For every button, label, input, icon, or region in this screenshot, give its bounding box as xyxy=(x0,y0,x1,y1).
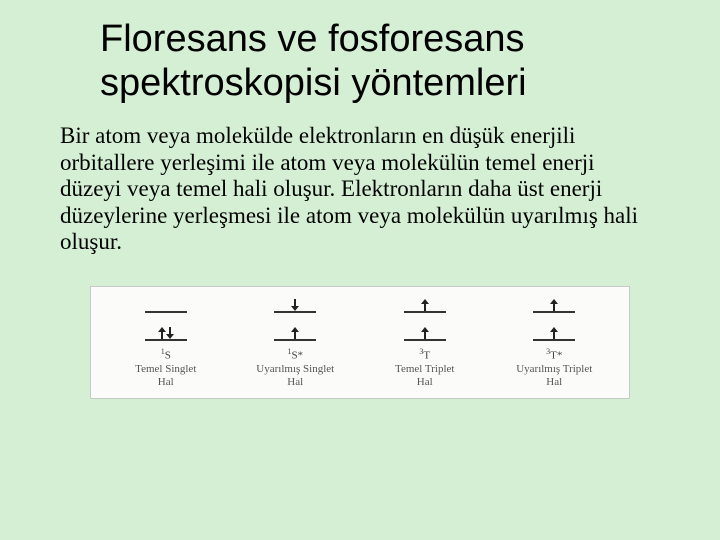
lower-orbital xyxy=(274,327,316,341)
upper-orbital xyxy=(404,299,446,313)
state-column-2: 3TTemel TripletHal xyxy=(360,299,490,390)
state-label: Temel TripletHal xyxy=(395,363,454,389)
upper-orbital xyxy=(274,299,316,313)
upper-orbital xyxy=(145,299,187,313)
title-line-2: spektroskopisi yöntemleri xyxy=(100,62,527,104)
state-notation: 3T xyxy=(419,347,430,362)
state-column-1: 1S*Uyarılmış SingletHal xyxy=(231,299,361,390)
electron-arrow-up-icon xyxy=(421,327,429,339)
lower-orbital xyxy=(145,327,187,341)
upper-orbital xyxy=(533,299,575,313)
energy-states-diagram: 1STemel SingletHal1S*Uyarılmış SingletHa… xyxy=(90,286,630,399)
state-label: Uyarılmış SingletHal xyxy=(256,363,334,389)
state-label: Uyarılmış TripletHal xyxy=(516,363,592,389)
lower-orbital xyxy=(533,327,575,341)
state-column-0: 1STemel SingletHal xyxy=(101,299,231,390)
state-label-line2: Hal xyxy=(395,376,454,389)
state-notation: 1S xyxy=(161,347,171,362)
state-label-line2: Hal xyxy=(516,376,592,389)
state-label-line1: Temel Triplet xyxy=(395,363,454,376)
state-label-line2: Hal xyxy=(135,376,196,389)
electron-arrow-down-icon xyxy=(166,327,174,339)
energy-levels xyxy=(533,299,575,341)
electron-arrow-down-icon xyxy=(291,299,299,311)
electron-arrow-up-icon xyxy=(421,299,429,311)
body-paragraph: Bir atom veya molekülde elektronların en… xyxy=(60,123,660,255)
slide-title: Floresans ve fosforesans spektroskopisi … xyxy=(100,18,660,105)
electron-arrow-up-icon xyxy=(291,327,299,339)
state-label-line1: Uyarılmış Triplet xyxy=(516,363,592,376)
state-label-line1: Uyarılmış Singlet xyxy=(256,363,334,376)
state-notation: 1S* xyxy=(287,347,303,362)
title-line-1: Floresans ve fosforesans xyxy=(100,18,525,60)
electron-arrow-up-icon xyxy=(158,327,166,339)
energy-levels xyxy=(274,299,316,341)
state-label-line1: Temel Singlet xyxy=(135,363,196,376)
state-label: Temel SingletHal xyxy=(135,363,196,389)
state-column-3: 3T*Uyarılmış TripletHal xyxy=(490,299,620,390)
energy-levels xyxy=(404,299,446,341)
electron-arrow-up-icon xyxy=(550,327,558,339)
electron-arrow-up-icon xyxy=(550,299,558,311)
state-notation: 3T* xyxy=(546,347,562,362)
state-label-line2: Hal xyxy=(256,376,334,389)
energy-levels xyxy=(145,299,187,341)
lower-orbital xyxy=(404,327,446,341)
